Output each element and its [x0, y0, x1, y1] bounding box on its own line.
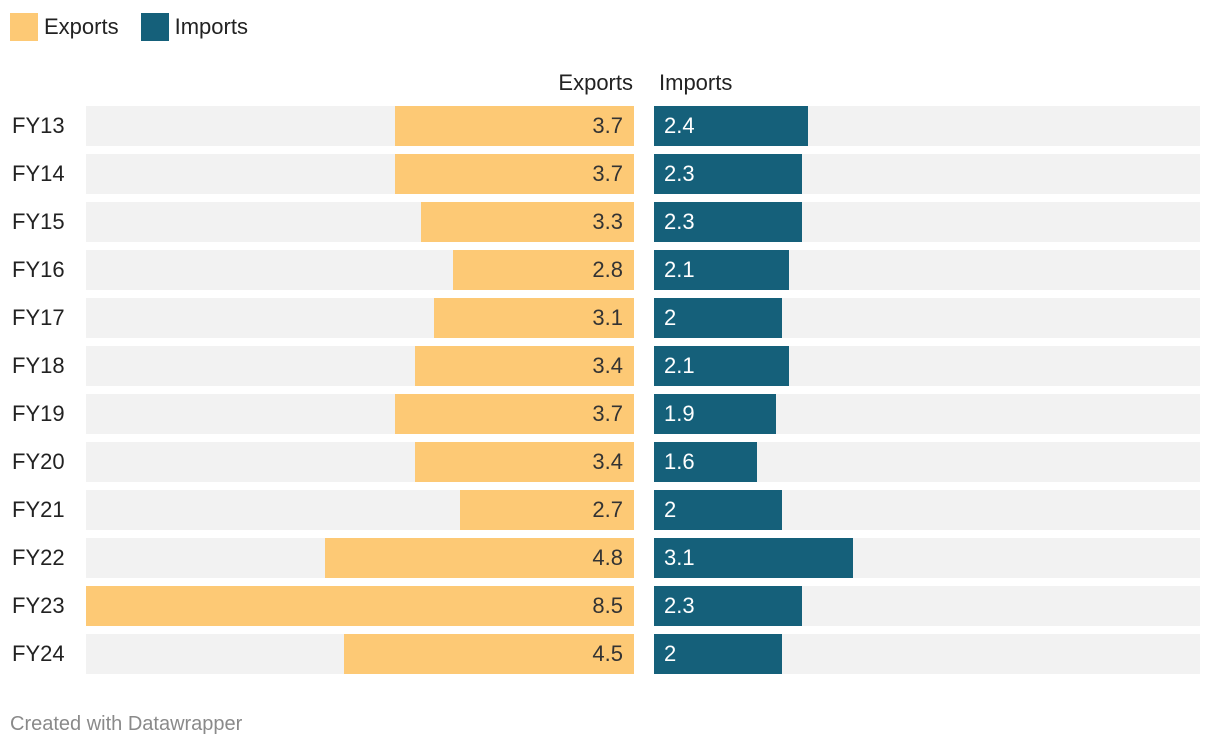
exports-value-label: 2.8: [592, 257, 623, 282]
category-label: FY15: [12, 209, 65, 234]
legend-item-exports: Exports: [10, 13, 119, 41]
chart-row-fy14: FY14 3.7 2.3: [0, 154, 1220, 194]
imports-value-label: 2.1: [664, 257, 695, 282]
imports-value-label: 2.3: [664, 161, 695, 186]
imports-value-label: 2: [664, 305, 677, 330]
exports-bar: [395, 394, 634, 434]
category-label: FY21: [12, 497, 65, 522]
imports-value-label: 1.9: [664, 401, 695, 426]
exports-bar: [460, 490, 634, 530]
imports-bar: [654, 106, 808, 146]
chart-row-fy17: FY17 3.1 2: [0, 298, 1220, 338]
exports-value-label: 3.4: [592, 353, 623, 378]
exports-value-label: 3.7: [592, 113, 623, 138]
exports-bar: [453, 250, 634, 290]
chart-row-fy16: FY16 2.8 2.1: [0, 250, 1220, 290]
imports-value-label: 2: [664, 641, 677, 666]
exports-bar: [415, 346, 634, 386]
exports-value-label: 2.7: [592, 497, 623, 522]
imports-bar: [654, 298, 782, 338]
category-label: FY20: [12, 449, 65, 474]
chart-row-fy15: FY15 3.3 2.3: [0, 202, 1220, 242]
chart-row-fy23: FY23 8.5 2.3: [0, 586, 1220, 626]
exports-bar: [395, 154, 634, 194]
exports-bar: [344, 634, 634, 674]
imports-value-label: 2: [664, 497, 677, 522]
exports-value-label: 3.1: [592, 305, 623, 330]
chart-row-fy19: FY19 3.7 1.9: [0, 394, 1220, 434]
exports-value-label: 3.3: [592, 209, 623, 234]
exports-bar: [86, 586, 634, 626]
chart-row-fy22: FY22 4.8 3.1: [0, 538, 1220, 578]
legend-item-imports: Imports: [140, 13, 248, 41]
chart-row-fy18: FY18 3.4 2.1: [0, 346, 1220, 386]
exports-bar: [395, 106, 634, 146]
legend: Exports Imports: [10, 12, 270, 42]
imports-bar: [654, 634, 782, 674]
legend-label-imports: Imports: [174, 14, 248, 39]
imports-value-label: 2.4: [664, 113, 695, 138]
legend-swatch-imports: [140, 13, 169, 41]
category-label: FY13: [12, 113, 65, 138]
category-label: FY23: [12, 593, 65, 618]
exports-value-label: 3.7: [592, 401, 623, 426]
category-label: FY22: [12, 545, 65, 570]
imports-bar: [654, 202, 802, 242]
exports-value-label: 3.4: [592, 449, 623, 474]
category-label: FY18: [12, 353, 65, 378]
exports-bar: [415, 442, 634, 482]
exports-bar: [325, 538, 634, 578]
imports-bar: [654, 490, 782, 530]
exports-bar: [434, 298, 634, 338]
imports-bar: [654, 346, 789, 386]
column-header-imports: Imports: [659, 70, 733, 95]
exports-value-label: 8.5: [592, 593, 623, 618]
imports-bar: [654, 538, 853, 578]
footer-credit: Created with Datawrapper: [10, 713, 243, 735]
imports-value-label: 3.1: [664, 545, 695, 570]
exports-value-label: 3.7: [592, 161, 623, 186]
exports-value-label: 4.8: [592, 545, 623, 570]
category-label: FY24: [12, 641, 65, 666]
chart-row-fy24: FY24 4.5 2: [0, 634, 1220, 674]
category-label: FY17: [12, 305, 65, 330]
imports-bar: [654, 250, 789, 290]
category-label: FY19: [12, 401, 65, 426]
exports-bar: [421, 202, 634, 242]
exports-value-label: 4.5: [592, 641, 623, 666]
imports-bar: [654, 442, 757, 482]
chart-row-fy13: FY13 3.7 2.4: [0, 106, 1220, 146]
legend-label-exports: Exports: [44, 14, 119, 39]
category-label: FY14: [12, 161, 65, 186]
imports-value-label: 2.3: [664, 593, 695, 618]
chart-row-fy20: FY20 3.4 1.6: [0, 442, 1220, 482]
imports-bar: [654, 586, 802, 626]
imports-bar: [654, 394, 776, 434]
imports-value-label: 2.1: [664, 353, 695, 378]
imports-value-label: 2.3: [664, 209, 695, 234]
imports-value-label: 1.6: [664, 449, 695, 474]
legend-swatch-exports: [10, 13, 38, 41]
imports-bar: [654, 154, 802, 194]
category-label: FY16: [12, 257, 65, 282]
column-header-exports: Exports: [558, 70, 633, 95]
chart-row-fy21: FY21 2.7 2: [0, 490, 1220, 530]
